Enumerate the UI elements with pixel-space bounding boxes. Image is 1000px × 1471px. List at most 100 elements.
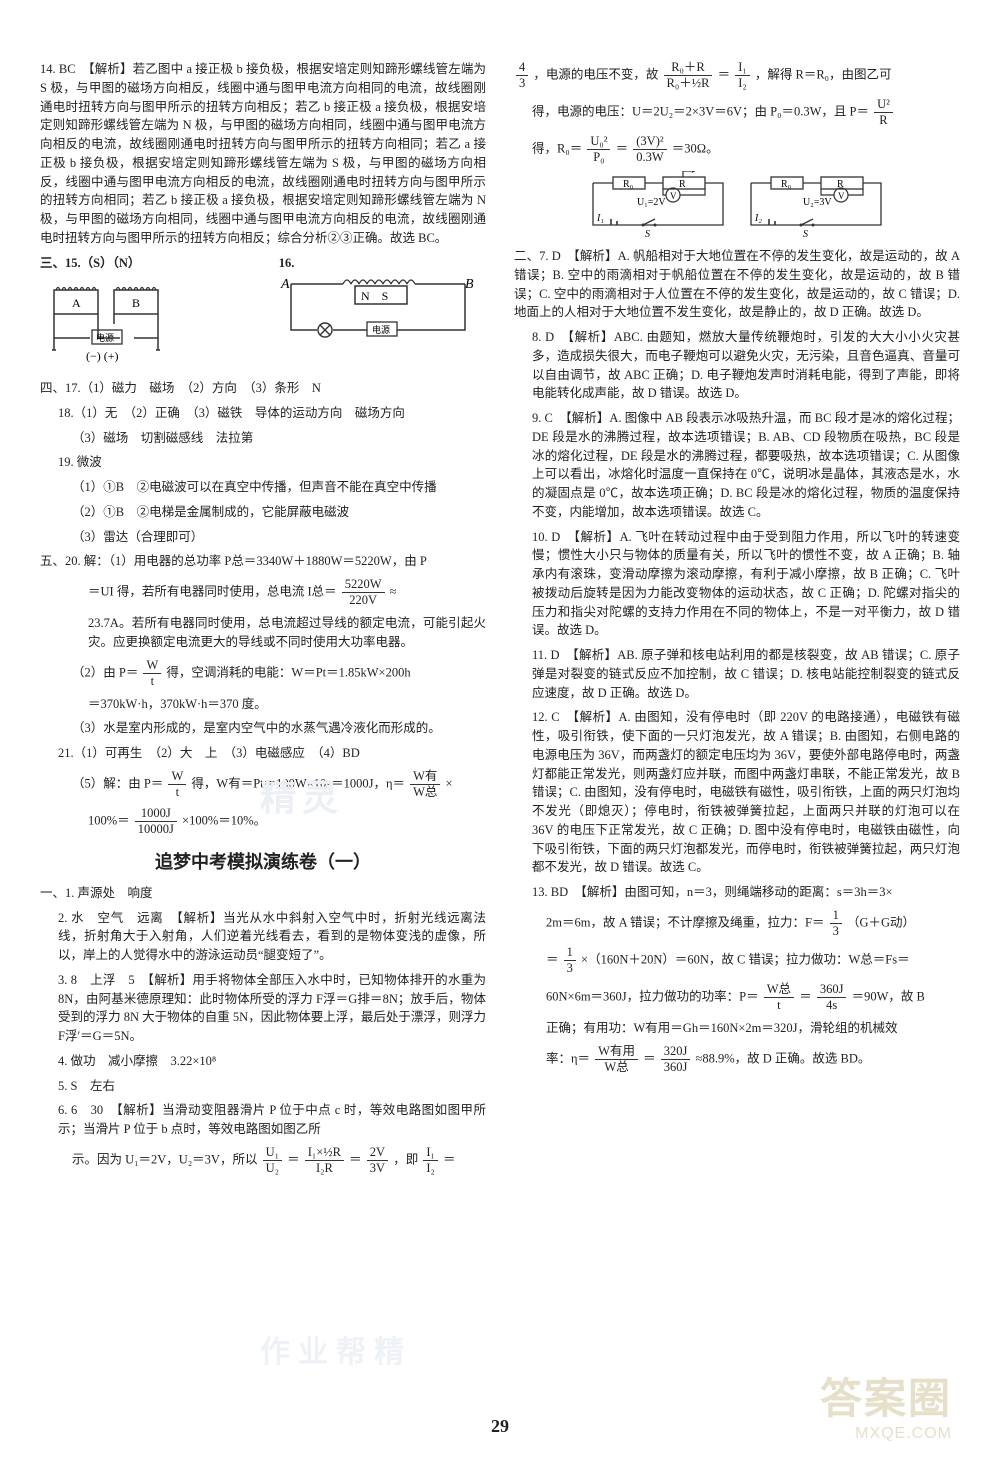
svg-text:S: S	[645, 229, 650, 240]
s1-6e: ，即	[393, 1152, 421, 1166]
r-fr1-b: 3	[516, 76, 528, 91]
s1-6fr4-b: I₂	[423, 1161, 438, 1176]
r-fr5-t: U₀²	[587, 134, 610, 150]
s1-6fr3-t: 2V	[367, 1145, 388, 1161]
q13fr1-b: 3	[830, 924, 842, 939]
q13fr1-t: 1	[830, 908, 842, 924]
s1-6c: ＝	[287, 1152, 300, 1166]
q13-line4: 60N×6m＝360J，拉力做功的功率：P＝ W总t ＝ 360J4s ＝90W…	[514, 982, 960, 1013]
q20-2fr-b: t	[143, 674, 161, 689]
s1-6-line2: 示。因为 U₁＝2V，U₂＝3V，所以 U₁U₂ ＝ I₁×½RI₂R ＝ 2V…	[40, 1145, 486, 1176]
s1-6b: 示。因为 U₁＝2V，U₂＝3V，所以	[72, 1152, 261, 1166]
q13fr2-b: 3	[564, 961, 576, 976]
diagram-15: A B 电源 (−) (+)	[40, 272, 180, 367]
s1-4: 4. 做功 减小摩擦 3.22×10⁸	[40, 1052, 486, 1071]
svg-text:S: S	[803, 229, 808, 240]
q13fr2-t: 1	[564, 945, 576, 961]
r-cont-3: 得，R₀＝ U₀²P₀ ＝ (3V)²0.3W ＝30Ω。	[514, 134, 960, 165]
q12: 12. C 【解析】A. 由图知，没有停电时（即 220V 的电路接通），电磁铁…	[514, 708, 960, 877]
q13fr5-t: W有用	[595, 1044, 638, 1060]
svg-text:N S: N S	[361, 289, 388, 303]
svg-text:B: B	[465, 277, 474, 292]
q13fr4-b: 4s	[817, 998, 847, 1013]
q20-b: 23.7A。若所有电器同时使用，总电流超过导线的额定电流，可能引起火灾。应更换额…	[40, 614, 486, 652]
s1-6d: ＝	[349, 1152, 362, 1166]
r-fr6-t: (3V)²	[633, 134, 666, 150]
q21-5d: 100%＝ 1000J10000J ×100%＝10%。	[40, 806, 486, 837]
r-cont-1: 43 ，电源的电压不变，故 R₀＋RR₀＋½R ＝ I₁I₂ ，解得 R＝R₀，…	[514, 60, 960, 91]
q21-5fr3-b: 10000J	[135, 822, 177, 837]
q13i: 正确；有用功：W有用＝Gh＝160N×2m＝320J，滑轮组的机械效	[514, 1019, 960, 1038]
q21-5fr-t: W	[168, 769, 186, 785]
r-cont-h: ＝30Ω。	[672, 141, 719, 155]
diagram-16: A B N S 电源	[279, 272, 479, 352]
q13fr3-b: t	[764, 998, 794, 1013]
q20-head: 五、20. 解：（1）用电器的总功率 P总＝3340W＋1880W＝5220W，…	[40, 552, 486, 571]
q20-2a: （2）由 P＝ Wt 得，空调消耗的电能：W＝Pt＝1.85kW×200h	[40, 658, 486, 689]
r-fr1-t: 4	[516, 60, 528, 76]
svg-text:R₀: R₀	[781, 179, 792, 190]
svg-text:I₂: I₂	[754, 213, 762, 224]
s1-5: 5. S 左右	[40, 1077, 486, 1096]
svg-text:I₁: I₁	[596, 213, 604, 224]
watermark-bot2: 作业帮精	[260, 1330, 412, 1377]
q13l: ≈88.9%，故 D 正确。故选 BD。	[696, 1051, 871, 1065]
svg-text:A: A	[72, 296, 81, 310]
diagram-row-15-16: 三、15.（S）（N） A B	[40, 254, 486, 374]
r-fr3-b: I₂	[735, 76, 750, 91]
q13f: 60N×6m＝360J，拉力做功的功率：P＝	[546, 989, 759, 1003]
q13c: （G＋G动）	[847, 915, 915, 929]
q21-5fr2-b: W总	[410, 785, 440, 800]
q13j: 率：η＝	[546, 1051, 590, 1065]
q21-5a: （5）解：由 P＝	[72, 776, 163, 790]
q13fr4-t: 360J	[817, 982, 847, 998]
svg-text:U₂=3V: U₂=3V	[803, 197, 832, 208]
q21-5fr2-t: W有	[410, 769, 440, 785]
svg-text:R₀: R₀	[623, 179, 634, 190]
q20-3: （3）水是室内形成的，是室内空气中的水蒸气遇冷液化而形成的。	[40, 719, 486, 738]
q18-1: 18.（1）无 （2）正确 （3）磁铁 导体的运动方向 磁场方向	[40, 404, 486, 423]
q20-2-pre: （2）由 P＝	[72, 665, 138, 679]
q21-5fr-b: t	[168, 785, 186, 800]
q13fr3-t: W总	[764, 982, 794, 998]
r-cont-d: ，解得 R＝R₀，由图乙可	[755, 67, 892, 81]
circuit-diagrams: R₀ R V U₁=2V I₁ S	[514, 171, 960, 241]
r-cont-g: ＝	[616, 141, 629, 155]
q13fr6-b: 360J	[661, 1060, 691, 1075]
circuit-甲: R₀ R V U₁=2V I₁ S	[583, 171, 733, 241]
q21-5d-pre: 100%＝	[88, 813, 130, 827]
q20-line2: ＝UI 得，若所有电器同时使用，总电流 I总＝ 5220W220V ≈	[40, 577, 486, 608]
s1-6fr3-b: 3V	[367, 1161, 388, 1176]
q19-head: 19. 微波	[40, 453, 486, 472]
r-fr2-t: R₀＋R	[664, 60, 713, 76]
r-fr2-b: R₀＋½R	[664, 76, 713, 91]
q7: 二、7. D 【解析】A. 帆船相对于大地位置在不停的发生变化，故是运动的，故 …	[514, 247, 960, 322]
q9: 9. C 【解析】A. 图像中 AB 段表示冰吸热升温，而 BC 段才是冰的熔化…	[514, 409, 960, 522]
r-fr6-b: 0.3W	[633, 150, 666, 165]
q13k: ＝	[643, 1051, 656, 1065]
svg-text:V: V	[838, 191, 845, 201]
q13fr5-b: W总	[595, 1060, 638, 1075]
s1-6fr1-t: U₁	[263, 1145, 282, 1161]
q10: 10. D 【解析】A. 飞叶在转动过程中由于受到阻力作用，所以飞叶的转速变慢；…	[514, 528, 960, 641]
q13-line2: 2m＝6m，故 A 错误；不计摩擦及绳重，拉力：F＝ 13 （G＋G动）	[514, 908, 960, 939]
left-column: 14. BC 【解析】若乙图中 a 接正极 b 接负极，根据安培定则知蹄形螺线管…	[40, 60, 486, 1182]
q18-3: （3）磁场 切割磁感线 法拉第	[40, 429, 486, 448]
s1-6fr2-b: I₂R	[305, 1161, 344, 1176]
q13h: ＝90W，故 B	[852, 989, 925, 1003]
q11: 11. D 【解析】AB. 原子弹和核电站利用的都是核裂变，故 AB 错误；C.…	[514, 646, 960, 702]
r-fr5-b: P₀	[587, 150, 610, 165]
s1-2: 2. 水 空气 远离 【解析】当光从水中斜射入空气中时，折射光线远离法线，折射角…	[40, 909, 486, 965]
q19-2: （2）①B ②电梯是金属制成的，它能屏蔽电磁波	[40, 503, 486, 522]
svg-text:R: R	[679, 179, 686, 190]
q19-3: （3）雷达（合理即可）	[40, 528, 486, 547]
watermark-main: 答案圈	[820, 1366, 952, 1431]
q13b: 2m＝6m，故 A 错误；不计摩擦及绳重，拉力：F＝	[546, 915, 825, 929]
q20-2fr-t: W	[143, 658, 161, 674]
svg-text:电源: 电源	[372, 324, 390, 335]
svg-text:V: V	[670, 191, 677, 201]
q20-fr-t: 5220W	[342, 577, 385, 593]
q13g: ＝	[799, 989, 812, 1003]
r-cont-c: ＝	[718, 67, 731, 81]
r-cont-2: 得，电源的电压：U＝2U₂＝2×3V＝6V；由 P₀＝0.3W，且 P＝ U²R	[514, 97, 960, 128]
